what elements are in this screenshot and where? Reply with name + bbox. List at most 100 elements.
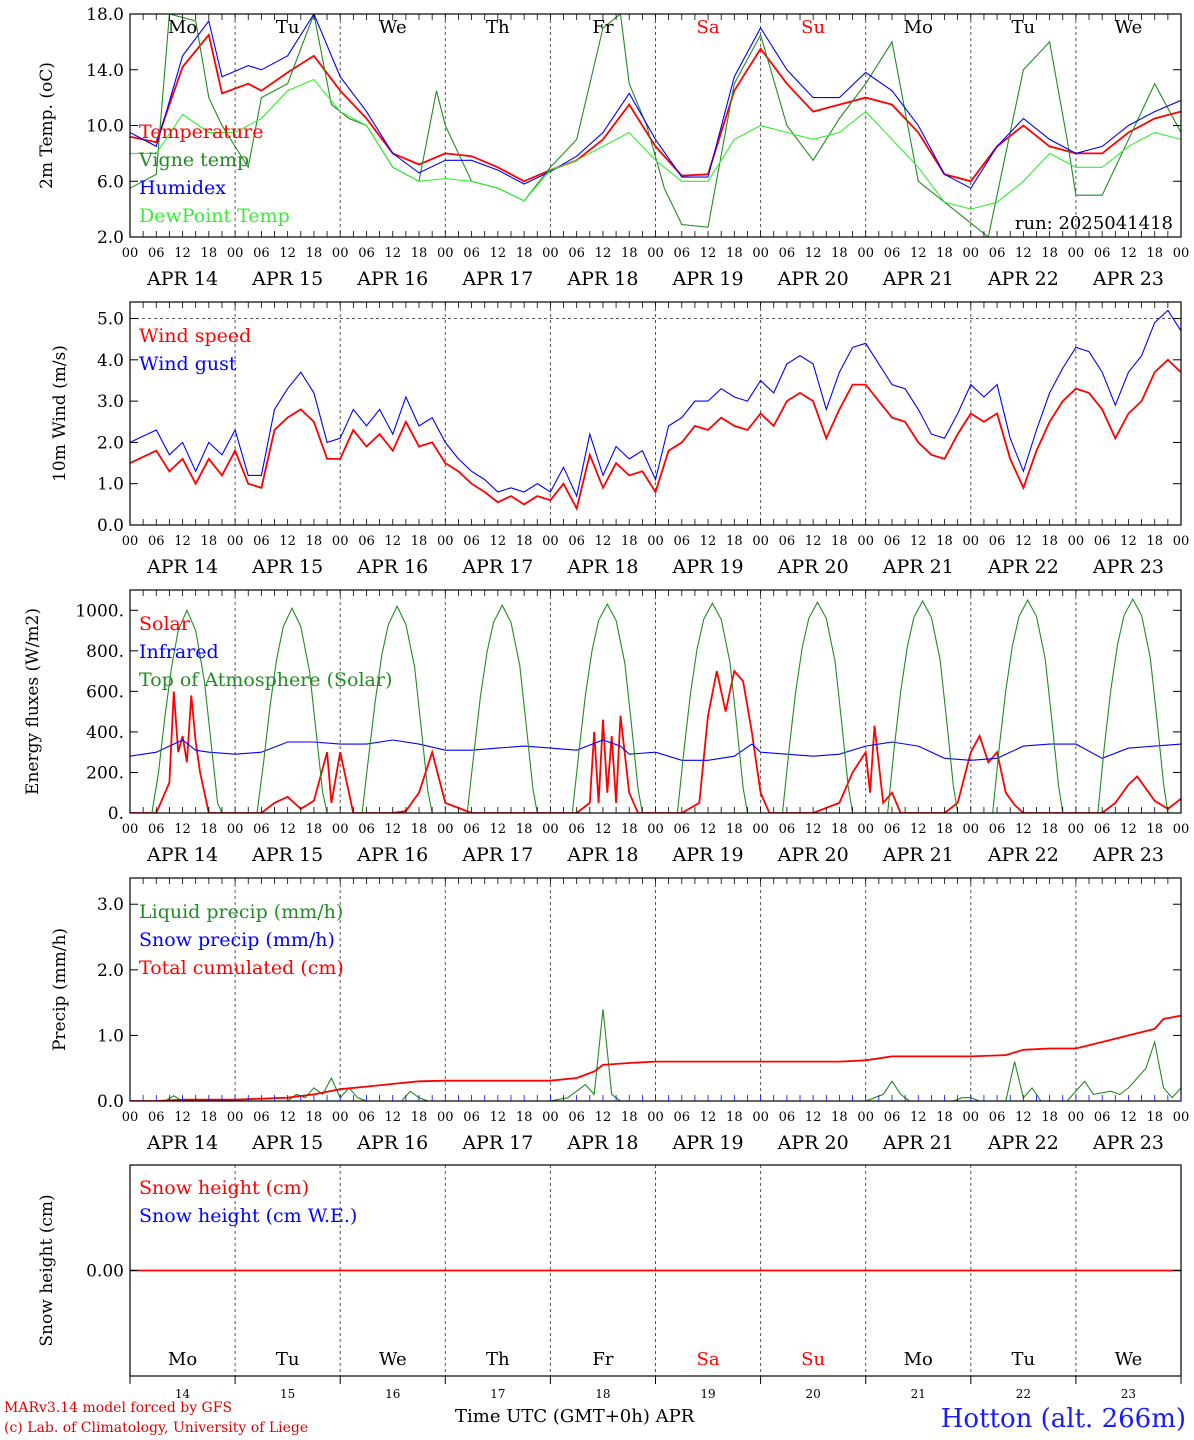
hour-label: 00: [752, 1110, 769, 1125]
hour-label: 12: [174, 1110, 191, 1125]
series-wind-speed: [130, 358, 1181, 512]
date-label: APR 23: [1092, 556, 1164, 578]
hour-label: 18: [831, 822, 848, 837]
date-label: APR 20: [777, 1132, 849, 1154]
hour-label: 18: [411, 534, 428, 549]
hour-label: 12: [595, 534, 612, 549]
hour-label: 06: [989, 1110, 1006, 1125]
run-annotation: run: 2025041418: [1015, 213, 1173, 234]
weekday-label: Th: [486, 17, 510, 38]
hour-label: 12: [1120, 1110, 1137, 1125]
series-infrared: [130, 739, 1181, 761]
hour-label: 12: [1120, 534, 1137, 549]
ytick-label: 800.: [86, 642, 124, 662]
panel-2: 0.0 1.0 2.0 3.0 4.0 5.0 10m Wind (m/s) Wind spe…: [50, 301, 1190, 578]
hour-label: 12: [279, 534, 296, 549]
hour-label: 12: [700, 246, 717, 261]
hour-label: 00: [647, 246, 664, 261]
day-number: 21: [911, 1387, 926, 1401]
hour-label: 12: [595, 1110, 612, 1125]
legend-top-of-atmosphere-solar: Top of Atmosphere (Solar): [139, 669, 392, 691]
hour-label: 00: [963, 822, 980, 837]
weekday-label: Th: [486, 1349, 510, 1370]
hour-label: 00: [1173, 534, 1190, 549]
panel-1: 2.0 6.0 10.0 14.0 18.0 2m Temp. (oC) Temperatu…: [37, 5, 1189, 290]
date-label: APR 17: [461, 844, 533, 866]
date-label: APR 18: [566, 1132, 638, 1154]
hour-label: 12: [1120, 246, 1137, 261]
hour-label: 12: [384, 246, 401, 261]
hour-label: 18: [1146, 822, 1163, 837]
hour-label: 18: [1146, 246, 1163, 261]
hour-label: 18: [1041, 534, 1058, 549]
hour-label: 18: [201, 246, 218, 261]
legend-infrared: Infrared: [139, 641, 219, 663]
weekday-label: Sa: [697, 17, 720, 38]
date-label: APR 15: [251, 1132, 323, 1154]
hour-label: 18: [516, 1110, 533, 1125]
y-axis-label: Energy fluxes (W/m2): [23, 608, 43, 795]
hour-label: 12: [595, 822, 612, 837]
hour-label: 12: [1015, 246, 1032, 261]
date-label: APR 20: [777, 844, 849, 866]
hour-label: 00: [857, 246, 874, 261]
hour-label: 18: [516, 534, 533, 549]
ytick-label: 3.0: [97, 895, 124, 915]
hour-label: 18: [726, 246, 743, 261]
hour-label: 00: [542, 1110, 559, 1125]
date-label: APR 21: [882, 1132, 954, 1154]
ytick-label: 400.: [86, 723, 124, 743]
hour-label: 18: [1146, 1110, 1163, 1125]
hour-label: 12: [1015, 822, 1032, 837]
hour-label: 00: [752, 822, 769, 837]
ytick-label: 4.0: [97, 351, 124, 371]
date-label: APR 15: [251, 844, 323, 866]
date-label: APR 17: [461, 556, 533, 578]
hour-label: 12: [384, 534, 401, 549]
hour-label: 06: [253, 1110, 270, 1125]
hour-label: 06: [989, 534, 1006, 549]
y-axis-label: 10m Wind (m/s): [50, 345, 70, 482]
hour-label: 06: [148, 246, 165, 261]
hour-label: 12: [384, 822, 401, 837]
series-vigne-temp: [130, 14, 1181, 237]
hour-label: 06: [779, 246, 796, 261]
hour-label: 12: [174, 534, 191, 549]
legend-temperature: Temperature: [139, 121, 263, 143]
hour-label: 18: [831, 246, 848, 261]
date-label: APR 18: [566, 844, 638, 866]
hour-label: 00: [857, 1110, 874, 1125]
date-label: APR 16: [356, 844, 428, 866]
hour-label: 12: [1120, 822, 1137, 837]
date-label: APR 17: [461, 268, 533, 290]
weekday-label: Tu: [1012, 17, 1036, 38]
legend-snow-height-cm: Snow height (cm): [139, 1177, 309, 1199]
hour-label: 18: [201, 1110, 218, 1125]
ytick-label: 2.0: [97, 228, 124, 248]
day-number: 19: [700, 1387, 715, 1401]
series-solar: [130, 669, 1181, 813]
series-wind-gust: [130, 309, 1181, 498]
hour-label: 18: [516, 246, 533, 261]
date-label: APR 22: [987, 268, 1059, 290]
legend-wind-gust: Wind gust: [139, 353, 237, 375]
panel-frame: [129, 589, 1182, 814]
date-label: APR 23: [1092, 1132, 1164, 1154]
hour-label: 00: [1068, 1110, 1085, 1125]
legend-wind-speed: Wind speed: [139, 325, 251, 347]
weekday-label: Mo: [168, 1349, 197, 1370]
hour-label: 00: [542, 534, 559, 549]
hour-label: 00: [857, 534, 874, 549]
hour-label: 12: [490, 1110, 507, 1125]
hour-label: 12: [595, 246, 612, 261]
hour-label: 18: [201, 822, 218, 837]
day-number: 16: [385, 1387, 400, 1401]
date-label: APR 22: [987, 556, 1059, 578]
hour-label: 12: [279, 1110, 296, 1125]
hour-label: 00: [332, 534, 349, 549]
hour-label: 18: [306, 246, 323, 261]
legend-snow-height-cm-w-e: Snow height (cm W.E.): [139, 1205, 357, 1227]
hour-label: 18: [831, 534, 848, 549]
hour-label: 12: [700, 822, 717, 837]
hour-label: 06: [884, 822, 901, 837]
